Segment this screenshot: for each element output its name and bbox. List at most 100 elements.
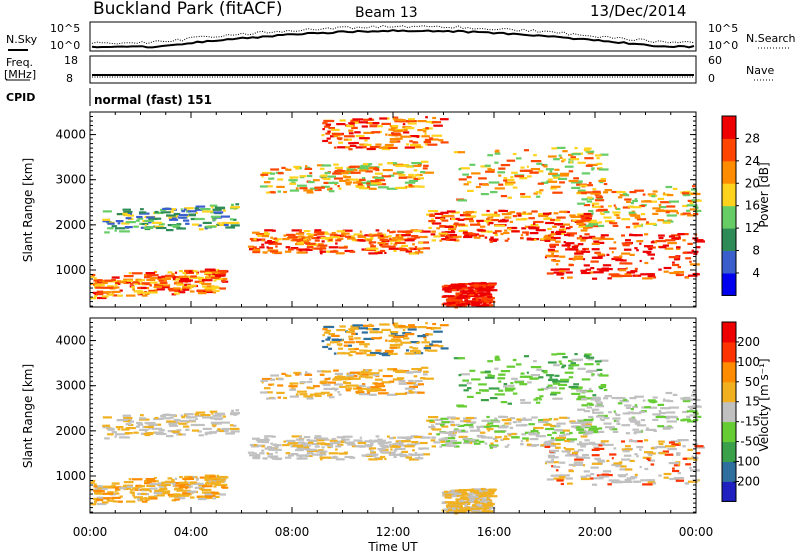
power-cell — [543, 238, 554, 241]
power-cell — [322, 139, 329, 143]
power-cell — [360, 181, 371, 184]
velocity-cell — [328, 387, 339, 390]
power-cell — [181, 210, 186, 213]
power-cell — [388, 174, 395, 177]
power-cell — [101, 295, 109, 298]
power-cell — [295, 167, 300, 170]
velocity-cell — [423, 347, 432, 350]
velocity-cell — [401, 334, 408, 338]
power-cell — [108, 293, 114, 296]
velocity-cell — [230, 412, 240, 415]
velocity-cell — [528, 423, 535, 426]
velocity-cell — [332, 378, 343, 381]
velocity-cell — [154, 417, 164, 420]
velocity-cell — [488, 496, 491, 499]
power-cell — [398, 119, 406, 122]
power-cell — [377, 251, 383, 255]
power-cell — [527, 212, 533, 215]
power-cell — [658, 237, 664, 240]
velocity-cell — [466, 502, 471, 506]
power-cell — [504, 181, 516, 184]
power-cell — [471, 172, 481, 175]
velocity-cell — [440, 424, 445, 427]
power-cell — [309, 187, 318, 190]
velocity-cell — [559, 362, 563, 365]
velocity-cell — [192, 476, 196, 479]
power-cell — [478, 234, 485, 237]
velocity-cell — [482, 389, 489, 392]
power-cell — [550, 236, 561, 240]
velocity-cell — [592, 396, 601, 399]
power-cell — [270, 168, 280, 171]
power-cell — [470, 223, 481, 226]
power-cell — [603, 191, 609, 194]
power-cell — [321, 134, 325, 137]
velocity-cell — [477, 435, 486, 438]
power-cell — [480, 288, 487, 292]
power-cell — [308, 233, 314, 236]
power-cell — [567, 234, 575, 237]
velocity-cell — [393, 455, 397, 458]
power-cell — [259, 185, 268, 188]
velocity-cell — [512, 358, 517, 362]
power-cell — [511, 171, 518, 174]
power-cell — [598, 224, 605, 227]
velocity-cell — [429, 343, 434, 346]
power-cell — [456, 303, 466, 306]
colorbar-swatch — [722, 461, 736, 482]
velocity-cell — [214, 412, 218, 415]
power-cell — [565, 227, 571, 230]
power-cell — [487, 283, 496, 286]
power-cell — [251, 239, 260, 242]
power-cell — [652, 207, 661, 210]
power-cell — [482, 292, 487, 295]
velocity-cell — [178, 422, 187, 425]
velocity-cell — [559, 474, 570, 477]
power-cell — [422, 167, 428, 170]
power-cell — [633, 225, 642, 228]
velocity-cell — [476, 425, 484, 428]
velocity-cell — [169, 424, 179, 427]
velocity-cell — [185, 428, 190, 431]
power-cell — [691, 249, 694, 252]
velocity-cell — [634, 404, 638, 407]
velocity-cell — [516, 418, 522, 421]
power-cell — [504, 229, 508, 232]
power-cell — [673, 258, 680, 261]
cpid-panel: CPID normal (fast) 151 — [6, 88, 212, 107]
power-cell — [406, 143, 410, 146]
power-cell — [500, 164, 511, 167]
power-cell — [581, 217, 592, 220]
power-cell — [114, 283, 118, 286]
velocity-cell — [341, 438, 350, 441]
power-cell — [473, 289, 478, 292]
power-cell — [132, 281, 140, 284]
power-cell — [145, 272, 155, 275]
velocity-cell — [161, 483, 171, 486]
power-cell — [345, 178, 350, 181]
power-cell — [468, 293, 475, 297]
power-cell — [401, 234, 411, 237]
colorbar-swatch — [722, 481, 736, 502]
velocity-cell — [468, 499, 475, 503]
velocity-cell — [339, 325, 346, 328]
velocity-cell — [611, 457, 614, 460]
power-cell — [327, 240, 332, 243]
power-cell — [124, 226, 133, 229]
velocity-cell — [570, 367, 573, 370]
power-cell — [146, 278, 156, 281]
velocity-cell — [384, 349, 394, 353]
power-cell — [461, 223, 466, 226]
power-cell — [567, 276, 573, 279]
power-cell — [550, 268, 562, 271]
power-cell — [299, 167, 302, 170]
velocity-cell — [472, 505, 482, 508]
power-cell — [482, 183, 489, 186]
velocity-cell — [369, 448, 372, 451]
velocity-cell — [378, 392, 389, 395]
power-cell — [184, 274, 187, 277]
velocity-cell — [126, 485, 133, 488]
power-cell — [353, 121, 359, 124]
velocity-cell — [606, 459, 610, 462]
